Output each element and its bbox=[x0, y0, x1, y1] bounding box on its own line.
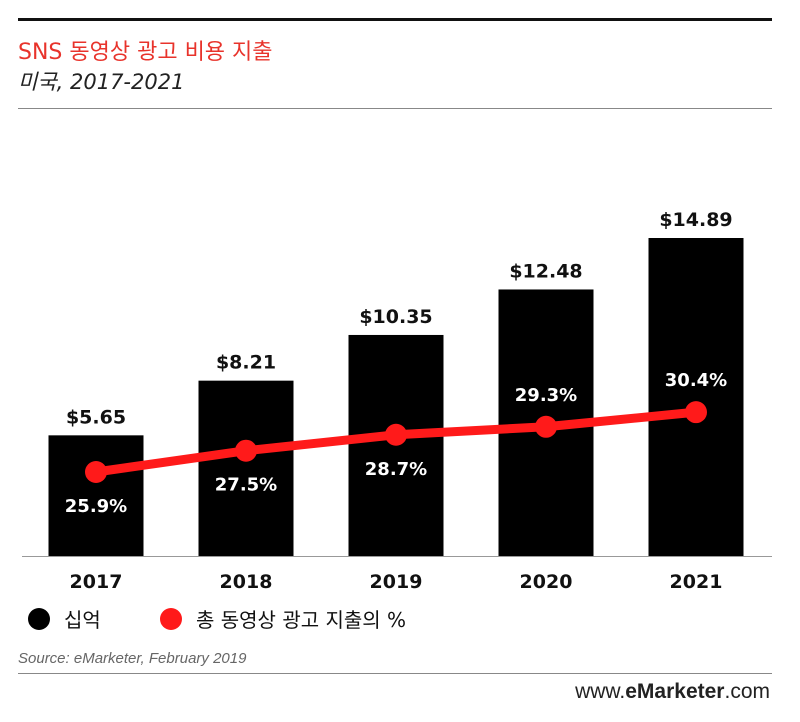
brand-logo: www.eMarketer.com bbox=[575, 680, 770, 704]
line-point-2019 bbox=[385, 423, 407, 446]
line-value-label-2021: 30.4% bbox=[665, 370, 727, 391]
line-point-2020 bbox=[535, 415, 557, 438]
bar-value-label-2020: $12.48 bbox=[509, 260, 582, 282]
legend-label-line: 총 동영상 광고 지출의 % bbox=[196, 608, 407, 632]
line-value-label-2017: 25.9% bbox=[65, 496, 127, 517]
legend-swatch-bars bbox=[28, 607, 50, 630]
line-value-label-2019: 28.7% bbox=[365, 459, 427, 480]
x-tick-label-2018: 2018 bbox=[220, 571, 273, 593]
bar-value-label-2018: $8.21 bbox=[216, 352, 276, 374]
bar-2018 bbox=[198, 380, 294, 556]
source-note: Source: eMarketer, February 2019 bbox=[18, 650, 247, 667]
line-point-2021 bbox=[685, 401, 707, 424]
x-tick-label-2021: 2021 bbox=[670, 571, 723, 593]
legend-item-bars: 십억 bbox=[28, 604, 101, 633]
top-rule bbox=[18, 18, 772, 21]
legend-item-line: 총 동영상 광고 지출의 % bbox=[160, 604, 406, 633]
bar-2017 bbox=[48, 435, 144, 556]
line-value-label-2020: 29.3% bbox=[515, 385, 577, 406]
x-tick-label-2017: 2017 bbox=[70, 571, 123, 593]
line-point-2017 bbox=[85, 461, 107, 483]
line-point-2018 bbox=[235, 439, 257, 462]
bar-2021 bbox=[648, 238, 744, 556]
x-tick-label-2019: 2019 bbox=[370, 571, 423, 593]
bar-value-label-2019: $10.35 bbox=[359, 306, 432, 328]
line-value-label-2018: 27.5% bbox=[215, 475, 277, 496]
chart-subtitle: 미국, 2017-2021 bbox=[18, 70, 185, 94]
bar-value-label-2017: $5.65 bbox=[66, 406, 126, 428]
brand-name: eMarketer bbox=[625, 680, 725, 703]
legend-swatch-line bbox=[160, 607, 182, 630]
brand-suffix: .com bbox=[724, 680, 770, 703]
chart-title: SNS 동영상 광고 비용 지출 bbox=[18, 40, 273, 65]
brand-prefix: www. bbox=[575, 680, 626, 703]
legend-label-bars: 십억 bbox=[64, 608, 101, 632]
x-tick-label-2020: 2020 bbox=[520, 571, 573, 593]
bar-value-label-2021: $14.89 bbox=[659, 209, 732, 231]
footer-divider bbox=[18, 673, 772, 674]
header-divider bbox=[18, 108, 772, 109]
